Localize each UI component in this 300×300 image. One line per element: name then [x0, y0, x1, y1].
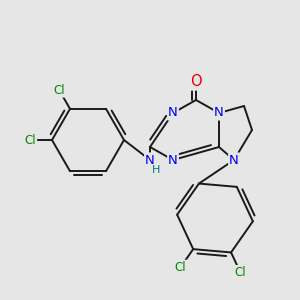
Text: Cl: Cl [175, 261, 186, 274]
Text: O: O [190, 74, 202, 89]
Text: N: N [168, 106, 178, 119]
Text: H: H [152, 165, 160, 175]
Text: N: N [168, 154, 178, 166]
Text: N: N [214, 106, 224, 119]
Text: N: N [229, 154, 239, 166]
Text: Cl: Cl [25, 134, 36, 146]
Text: Cl: Cl [53, 84, 65, 97]
Text: Cl: Cl [235, 266, 246, 279]
Text: N: N [145, 154, 155, 166]
